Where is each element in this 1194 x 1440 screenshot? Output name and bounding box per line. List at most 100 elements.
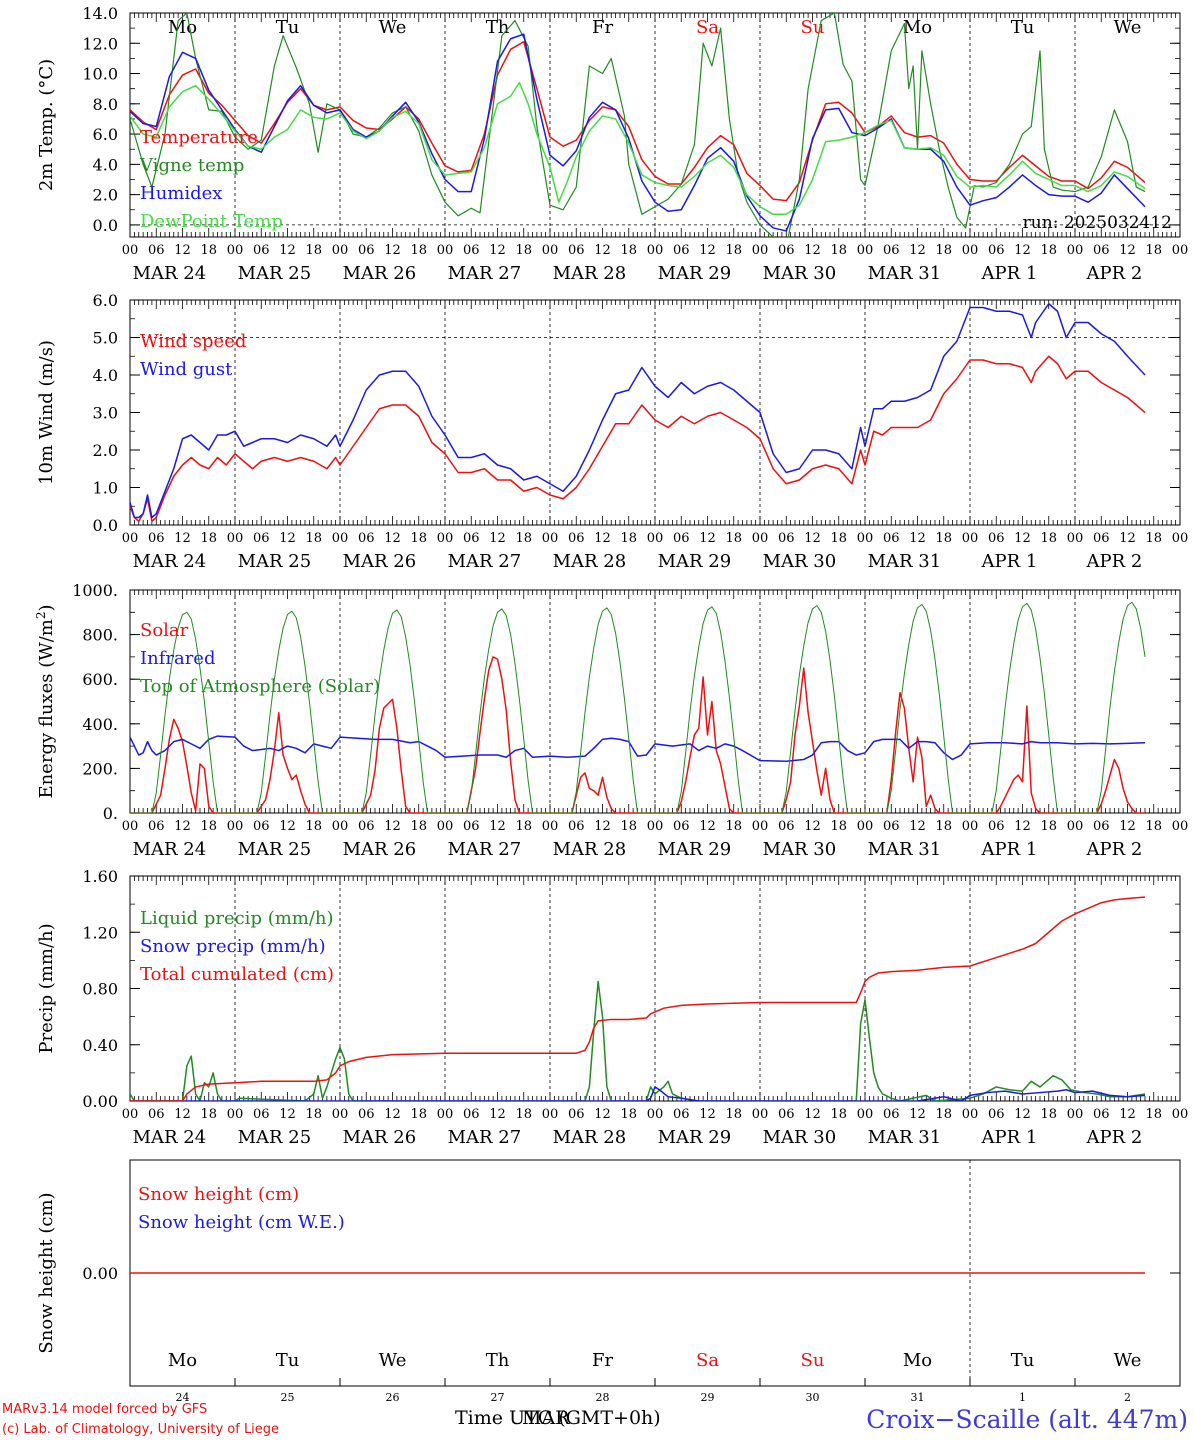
hour-tick-label: 00 (542, 531, 559, 546)
hour-tick-label: 06 (778, 531, 795, 546)
hour-tick-label: 00 (857, 531, 874, 546)
y-tick-label: 2.0 (93, 186, 118, 205)
hour-tick-label: 06 (148, 819, 165, 834)
footer: MARv3.14 model forced by GFS (c) Lab. of… (2, 1402, 1188, 1437)
date-label: MAR 28 (553, 263, 627, 284)
hour-tick-label: 06 (568, 819, 585, 834)
weekday-label: Tu (276, 1350, 300, 1371)
hour-tick-label: 00 (962, 531, 979, 546)
day-number-label: 1 (1019, 1391, 1026, 1404)
y-axis-title: 10m Wind (m/s) (36, 340, 57, 485)
hour-tick-label: 06 (673, 819, 690, 834)
hour-tick-label: 18 (620, 1107, 637, 1122)
hour-tick-label: 06 (1093, 243, 1110, 258)
hour-tick-label: 06 (883, 243, 900, 258)
hour-tick-label: 06 (358, 243, 375, 258)
hour-tick-label: 00 (962, 819, 979, 834)
hour-tick-label: 06 (1093, 1107, 1110, 1122)
hour-tick-label: 18 (1040, 1107, 1057, 1122)
weekday-label: Mo (903, 17, 932, 38)
date-label: APR 1 (980, 839, 1037, 860)
hour-tick-label: 18 (515, 531, 532, 546)
y-tick-label: 1.60 (82, 867, 118, 886)
run-annotation: run: 2025032412 (1023, 213, 1172, 233)
date-label: APR 2 (1085, 1127, 1142, 1148)
hour-tick-label: 06 (673, 531, 690, 546)
hour-tick-label: 12 (489, 243, 506, 258)
hour-tick-label: 06 (988, 1107, 1005, 1122)
hour-tick-label: 00 (647, 819, 664, 834)
weekday-label: Mo (903, 1350, 932, 1371)
hour-tick-label: 18 (1145, 243, 1162, 258)
date-label: MAR 29 (658, 839, 732, 860)
hour-tick-label: 06 (463, 819, 480, 834)
hour-tick-label: 12 (1014, 1107, 1031, 1122)
weekday-label: Su (801, 1350, 825, 1371)
series-line-total-cumulated-cm (130, 896, 1146, 1101)
hour-tick-label: 12 (174, 819, 191, 834)
date-label: MAR 31 (868, 551, 942, 572)
hour-tick-label: 18 (200, 531, 217, 546)
date-label: MAR 24 (133, 263, 207, 284)
hour-tick-label: 00 (122, 819, 139, 834)
legend-label: Snow height (cm) (138, 1184, 299, 1205)
hour-tick-label: 06 (148, 531, 165, 546)
hour-tick-label: 00 (1172, 243, 1189, 258)
date-label: MAR 26 (343, 263, 417, 284)
hour-tick-label: 12 (909, 531, 926, 546)
legend-label: Snow precip (mm/h) (140, 936, 326, 957)
y-tick-label: 10.0 (82, 65, 118, 84)
hour-tick-label: 18 (935, 243, 952, 258)
hour-tick-label: 12 (909, 243, 926, 258)
date-label: APR 2 (1085, 551, 1142, 572)
y-tick-label: 800. (82, 626, 118, 645)
hour-tick-label: 12 (909, 1107, 926, 1122)
hour-tick-label: 18 (200, 243, 217, 258)
hour-tick-label: 00 (647, 243, 664, 258)
date-label: MAR 30 (763, 839, 837, 860)
series-line-dewpoint-temp (130, 81, 1146, 216)
weekday-label: Tu (1011, 1350, 1035, 1371)
series-group (130, 896, 1146, 1101)
legend-label: Vigne temp (139, 155, 244, 176)
hour-tick-label: 12 (1119, 243, 1136, 258)
y-tick-label: 400. (82, 715, 118, 734)
legend-label: Top of Atmosphere (Solar) (140, 676, 380, 697)
hour-tick-label: 06 (883, 819, 900, 834)
hour-tick-label: 06 (253, 1107, 270, 1122)
date-label: MAR 27 (448, 839, 522, 860)
hour-tick-label: 00 (962, 1107, 979, 1122)
hour-tick-label: 18 (620, 531, 637, 546)
panel-temp: 0.0 2.0 4.0 6.0 8.0 10.0 12.0 14.0 2m Temp. (°C)… (36, 4, 1188, 284)
panel-snow: 0.00 Snow height (cm) Mo 24 Tu 25 We 26 Th 27 Fr 28… (36, 1159, 1181, 1404)
series-line-infrared (130, 735, 1146, 763)
hour-tick-label: 12 (804, 1107, 821, 1122)
hour-tick-label: 18 (725, 531, 742, 546)
date-label: APR 1 (980, 1127, 1037, 1148)
hour-tick-label: 06 (988, 531, 1005, 546)
y-tick-label: 6.0 (93, 291, 118, 310)
panel-precip: 0.00 0.40 0.80 1.20 1.60 Precip (mm/h) 00 06 12 1… (36, 867, 1188, 1148)
hour-tick-label: 06 (988, 819, 1005, 834)
hour-tick-label: 06 (253, 531, 270, 546)
hour-tick-label: 06 (148, 1107, 165, 1122)
hour-tick-label: 12 (804, 243, 821, 258)
hour-tick-label: 06 (673, 1107, 690, 1122)
hour-tick-label: 18 (305, 243, 322, 258)
hour-tick-label: 00 (227, 531, 244, 546)
hour-tick-label: 12 (489, 819, 506, 834)
hour-tick-label: 00 (1067, 819, 1084, 834)
hour-tick-label: 06 (568, 243, 585, 258)
hour-tick-label: 00 (752, 531, 769, 546)
hour-tick-label: 18 (830, 243, 847, 258)
legend-label: Liquid precip (mm/h) (140, 908, 334, 929)
date-label: MAR 31 (868, 263, 942, 284)
date-label: MAR 24 (133, 839, 207, 860)
hour-tick-label: 12 (699, 1107, 716, 1122)
date-label: MAR 31 (868, 1127, 942, 1148)
hour-tick-label: 18 (1040, 243, 1057, 258)
date-label: MAR 30 (763, 1127, 837, 1148)
hour-tick-label: 18 (725, 819, 742, 834)
hour-tick-label: 00 (227, 1107, 244, 1122)
weekday-label: We (1114, 17, 1142, 38)
